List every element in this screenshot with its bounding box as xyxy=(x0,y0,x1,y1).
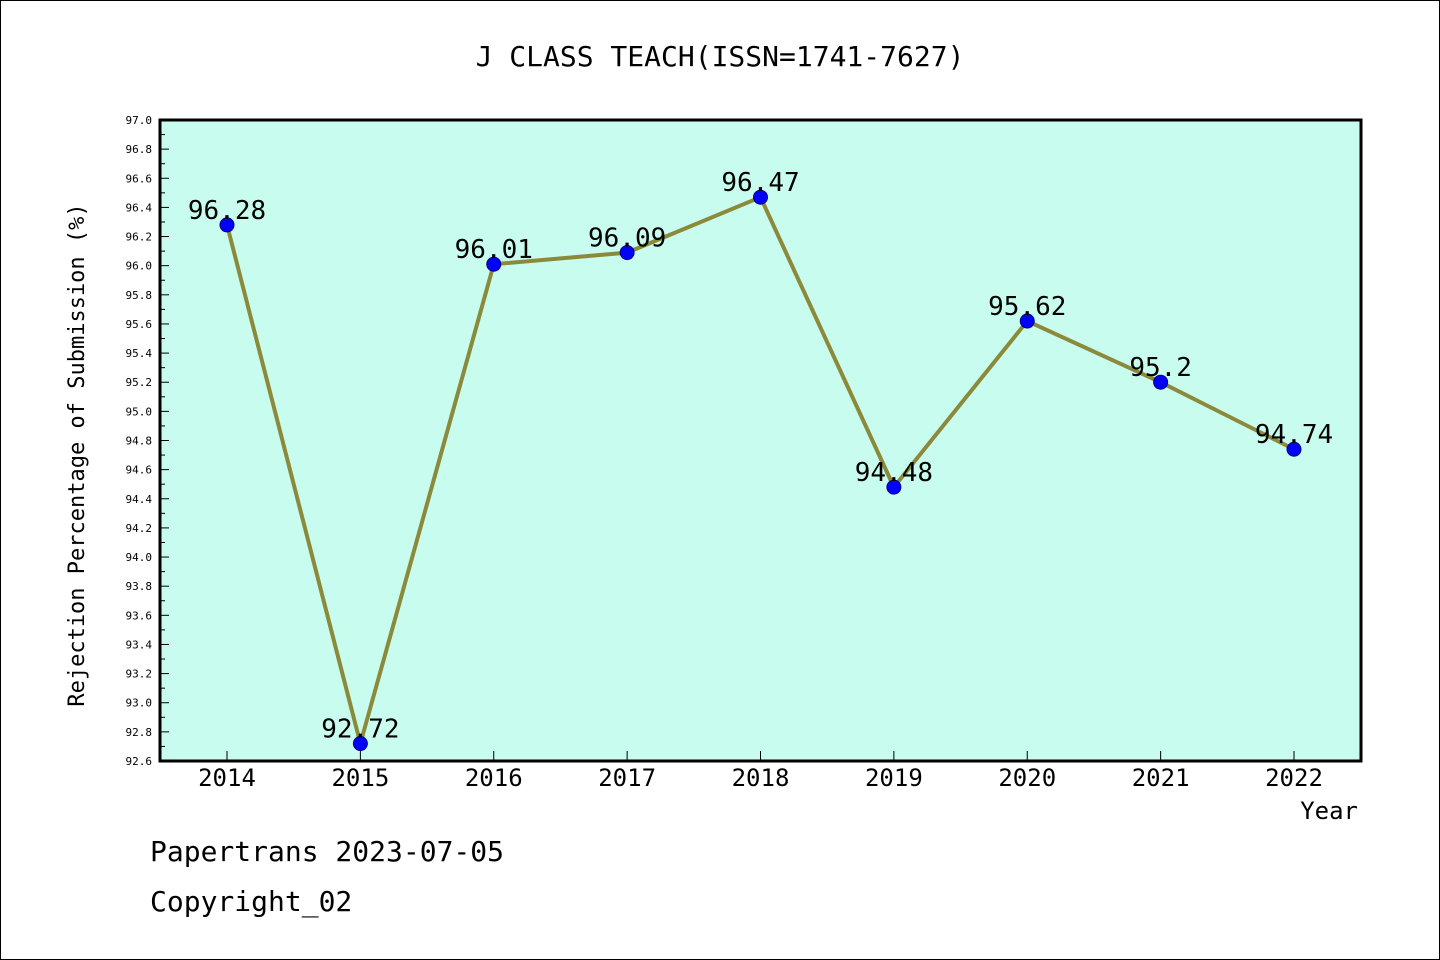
x-tick-label: 2014 xyxy=(198,764,256,792)
x-tick-label: 2021 xyxy=(1132,764,1190,792)
x-tick-label: 2020 xyxy=(998,764,1056,792)
y-tick-label: 94.2 xyxy=(126,522,153,535)
y-tick-label: 96.2 xyxy=(126,231,153,244)
y-tick-label: 94.8 xyxy=(126,435,153,448)
x-axis: 2014 2015 2016 2017 2018 2019 2020 2021 2022 xyxy=(198,751,1323,792)
y-tick-label: 95.6 xyxy=(126,318,153,331)
x-tick-label: 2017 xyxy=(598,764,656,792)
data-label: 92.72 xyxy=(321,715,399,745)
y-tick-label: 93.0 xyxy=(126,697,153,710)
x-tick-label: 2016 xyxy=(465,764,523,792)
data-label: 96.09 xyxy=(588,224,666,254)
x-axis-label: Year xyxy=(1300,797,1358,825)
y-tick-label: 93.6 xyxy=(126,609,153,622)
y-tick-label: 97.0 xyxy=(126,114,153,127)
data-label: 96.28 xyxy=(188,196,266,226)
data-point xyxy=(753,189,768,205)
y-tick-label: 93.8 xyxy=(126,580,153,593)
data-point xyxy=(1153,374,1169,390)
data-label: 94.48 xyxy=(855,458,933,488)
data-point xyxy=(486,256,502,272)
footer-copyright-line: Copyright_02 xyxy=(150,885,353,918)
series-rejection-percentage xyxy=(219,189,1302,752)
data-label: 96.01 xyxy=(455,235,533,265)
data-point xyxy=(619,245,635,261)
y-tick-label: 94.0 xyxy=(126,551,153,564)
data-label: 96.47 xyxy=(721,168,799,198)
data-point xyxy=(1019,313,1035,329)
y-tick-label: 95.4 xyxy=(126,347,153,360)
y-tick-label: 92.8 xyxy=(126,726,153,739)
data-label: 95.62 xyxy=(988,292,1066,322)
y-tick-label: 92.6 xyxy=(126,755,153,768)
y-tick-label: 94.6 xyxy=(126,464,153,477)
y-tick-label: 96.0 xyxy=(126,260,153,273)
chart-title: J CLASS TEACH(ISSN=1741-7627) xyxy=(476,40,965,73)
plot-area xyxy=(158,118,1363,763)
footer-date-line: Papertrans 2023-07-05 xyxy=(150,835,505,868)
x-tick-label: 2019 xyxy=(865,764,923,792)
y-tick-label: 95.0 xyxy=(126,405,153,418)
x-tick-label: 2015 xyxy=(331,764,389,792)
y-tick-label: 96.8 xyxy=(126,143,153,156)
data-point xyxy=(1286,441,1302,457)
y-axis: 92.6 92.8 93.0 93.2 93.4 93.6 93.8 94.0 94.2 94.4… xyxy=(126,114,169,768)
y-tick-label: 93.2 xyxy=(126,668,153,681)
y-tick-label: 96.6 xyxy=(126,172,153,185)
y-tick-label: 93.4 xyxy=(126,638,153,651)
y-tick-label: 95.8 xyxy=(126,289,153,302)
data-label: 94.74 xyxy=(1255,420,1333,450)
data-label: 95.2 xyxy=(1129,353,1192,383)
data-point xyxy=(219,217,235,233)
y-tick-label: 96.4 xyxy=(126,201,153,214)
x-tick-label: 2018 xyxy=(732,764,790,792)
y-tick-label: 95.2 xyxy=(126,376,153,389)
data-labels: 96.28 92.72 96.01 96.09 96.47 94.48 95.62 95.2 9… xyxy=(188,168,1333,744)
data-point xyxy=(352,736,368,752)
y-axis-label: Rejection Percentage of Submission (%) xyxy=(65,203,90,706)
x-tick-label: 2022 xyxy=(1265,764,1323,792)
y-tick-label: 94.4 xyxy=(126,493,153,506)
data-point xyxy=(886,479,902,495)
